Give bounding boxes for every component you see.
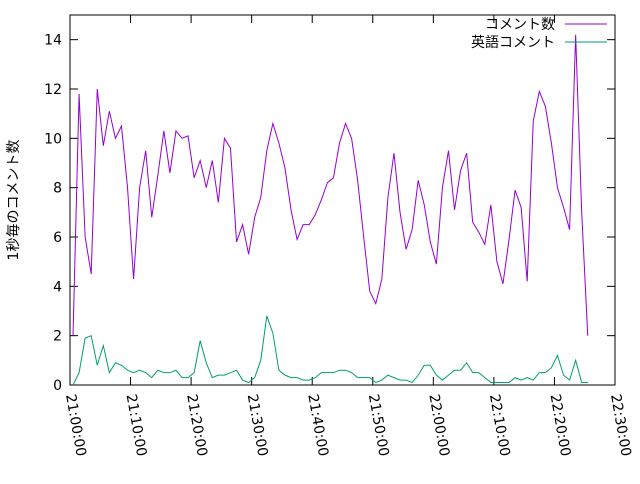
legend-label: コメント数	[485, 17, 555, 33]
x-tick-label: 22:30:00	[607, 393, 634, 458]
series-line	[72, 315, 588, 386]
x-tick-label: 21:50:00	[365, 393, 392, 458]
y-tick-label: 10	[44, 131, 62, 147]
x-tick-label: 21:40:00	[304, 393, 331, 458]
x-tick-label: 22:20:00	[547, 393, 574, 458]
x-tick-label: 21:00:00	[62, 393, 89, 458]
y-tick-label: 4	[53, 279, 62, 295]
y-tick-label: 0	[53, 378, 62, 394]
legend-label: 英語コメント	[471, 34, 555, 51]
y-tick-label: 14	[44, 33, 62, 49]
y-tick-label: 6	[53, 230, 62, 246]
x-tick-label: 22:10:00	[486, 393, 513, 458]
series-line	[72, 34, 589, 336]
y-tick-label: 2	[53, 329, 62, 345]
x-tick-label: 21:10:00	[123, 393, 150, 458]
plot-border	[69, 14, 616, 386]
x-tick-label: 22:00:00	[425, 393, 452, 458]
x-tick-label: 21:20:00	[183, 393, 210, 458]
y-tick-label: 8	[53, 181, 62, 197]
y-tick-label: 12	[44, 82, 62, 98]
y-axis-label: 1秒毎のコメント数	[6, 140, 22, 261]
x-tick-label: 21:30:00	[244, 393, 271, 458]
